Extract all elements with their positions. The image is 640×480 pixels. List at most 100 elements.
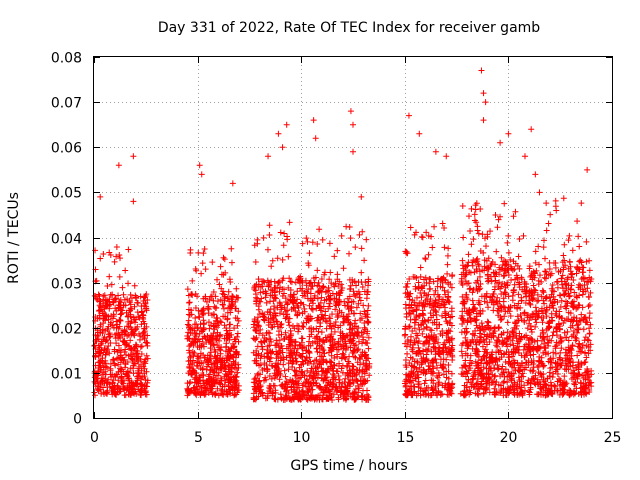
data-point [417,264,424,271]
data-point [351,396,358,403]
data-point [310,375,317,382]
data-point [117,334,124,341]
data-point [331,253,338,260]
data-point [504,319,511,326]
data-point [348,338,355,345]
data-point [109,383,116,390]
data-point [350,335,357,342]
data-point [293,380,300,387]
data-point [141,335,148,342]
y-tick-label: 0 [73,412,82,428]
data-point [407,333,414,340]
data-point [198,359,205,366]
data-point [552,383,559,390]
data-point [128,346,135,353]
data-point [553,279,560,286]
data-point [415,285,422,292]
data-point [144,379,151,386]
data-point [554,284,561,291]
data-point [336,299,343,306]
data-point [144,296,151,303]
data-point [575,233,582,240]
data-point [468,241,475,248]
data-point [335,324,342,331]
data-point [200,352,207,359]
data-point [277,391,284,398]
data-point [275,130,282,137]
data-point [546,265,553,272]
data-point [278,304,285,311]
data-point [343,396,350,403]
data-point [328,331,335,338]
data-point [483,243,490,250]
data-point [332,306,339,313]
data-point [289,355,296,362]
data-point [307,285,314,292]
data-point [279,286,286,293]
data-point [223,372,230,379]
data-point [423,229,430,236]
data-point [271,285,278,292]
data-point [339,380,346,387]
data-point [205,361,212,368]
data-point [283,345,290,352]
data-point [201,384,208,391]
data-point [358,279,365,286]
data-point [284,300,291,307]
data-point [352,354,359,361]
data-point [232,336,239,343]
data-point [119,284,126,291]
data-point [362,313,369,320]
data-point [405,112,412,119]
data-point [107,340,114,347]
data-point [141,370,148,377]
data-point [322,289,329,296]
data-point [439,390,446,397]
data-point [331,295,338,302]
data-point [267,306,274,313]
data-point [201,333,208,340]
data-point [219,290,226,297]
data-point [364,330,371,337]
data-point [113,330,120,337]
data-point [416,381,423,388]
data-point [313,345,320,352]
data-point [92,247,99,254]
data-point [319,236,326,243]
data-point [404,280,411,287]
data-point [322,308,329,315]
data-point [402,382,409,389]
data-point [363,355,370,362]
data-point [349,276,356,283]
data-point [108,319,115,326]
data-point [91,392,98,399]
data-point [251,318,258,324]
data-point [354,393,361,400]
data-point [105,316,112,323]
data-point [336,307,343,314]
data-point [115,292,122,299]
data-point [143,352,150,359]
data-point [142,339,149,346]
data-point [138,343,145,350]
data-point [433,372,440,379]
data-point [426,286,433,293]
data-point [306,373,313,380]
data-point [227,390,234,397]
data-point [326,334,333,341]
data-point [187,341,194,348]
data-point [365,334,372,341]
data-point [197,365,204,372]
data-point [298,368,305,375]
data-point [335,290,342,297]
data-point [117,375,124,382]
data-point [338,287,345,294]
data-point [584,166,591,173]
data-point [103,336,110,343]
data-point [353,282,360,289]
data-point [268,263,275,270]
data-point [432,148,439,155]
data-point [417,273,424,280]
data-point [94,386,101,393]
data-point [223,343,230,350]
